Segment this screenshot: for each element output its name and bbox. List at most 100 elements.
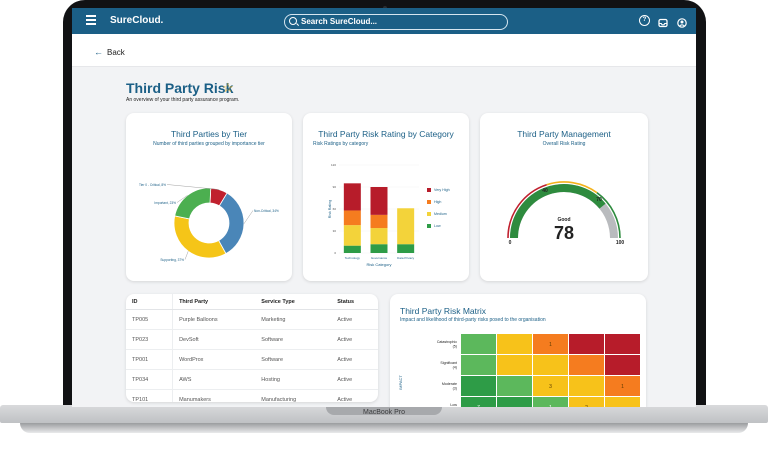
bar-segment[interactable] — [397, 208, 415, 245]
matrix-cell[interactable] — [569, 334, 604, 354]
help-icon[interactable]: ? — [639, 15, 650, 26]
app-screen: SureCloud. Search SureCloud... ? ← Back T… — [72, 8, 696, 407]
donut-slice[interactable] — [218, 192, 245, 255]
matrix-cell[interactable] — [605, 376, 640, 396]
x-tick-label: Technology — [345, 256, 361, 260]
matrix-cell[interactable] — [497, 397, 532, 407]
tier-card: Third Parties by Tier Number of third pa… — [126, 113, 292, 281]
bar-segment[interactable] — [397, 244, 415, 253]
y-tick-label: 60 — [333, 207, 337, 211]
donut-slice-label: Non-Critical, 34% — [254, 209, 279, 213]
inbox-icon[interactable] — [658, 15, 668, 28]
table-cell: Software — [255, 329, 332, 350]
bar-segment[interactable] — [370, 244, 388, 253]
matrix-cell[interactable] — [461, 376, 496, 396]
management-card-title: Third Party Management — [517, 129, 611, 139]
management-card: Third Party Management Overall Risk Rati… — [480, 113, 648, 281]
matrix-cell[interactable] — [533, 376, 568, 396]
gauge-mark-40: 40 — [542, 188, 548, 194]
table-header-cell[interactable]: Status — [331, 294, 378, 310]
y-axis-label: Risk Rating — [328, 200, 332, 218]
device-label: MacBook Pro — [362, 409, 406, 416]
search-icon — [289, 17, 297, 25]
laptop-base-edge — [20, 423, 748, 433]
matrix-cell[interactable] — [569, 397, 604, 407]
matrix-cell[interactable] — [605, 334, 640, 354]
table-cell: DevSoft — [172, 329, 256, 350]
table-row[interactable]: TP034 AWS Hosting Active — [126, 369, 378, 390]
matrix-cell[interactable] — [533, 334, 568, 354]
table-cell: Active — [331, 329, 378, 350]
donut-leader-line — [243, 210, 254, 224]
matrix-row-score: (4) — [453, 366, 457, 370]
table-row[interactable]: TP005 Purple Balloons Marketing Active — [126, 309, 378, 330]
matrix-cell-count: 1 — [549, 342, 552, 348]
legend-label: Medium — [434, 212, 447, 216]
matrix-cell[interactable] — [569, 376, 604, 396]
legend-swatch — [427, 200, 431, 204]
brand-logo[interactable]: SureCloud. — [110, 15, 164, 26]
category-bar-chart: 0 30 60 90 120 Risk Rating Risk Category Techno… — [328, 163, 450, 267]
donut-leader-line — [166, 184, 220, 190]
search-input[interactable]: Search SureCloud... — [284, 14, 508, 30]
user-account-icon[interactable] — [677, 15, 687, 28]
matrix-cell[interactable] — [605, 355, 640, 375]
matrix-cell[interactable] — [497, 334, 532, 354]
matrix-row-score: (3) — [453, 387, 457, 391]
gauge-value-arc — [510, 184, 606, 239]
table-cell: TP101 — [126, 389, 174, 402]
legend-swatch — [427, 212, 431, 216]
matrix-cell[interactable] — [605, 397, 640, 407]
subheader — [72, 34, 696, 67]
page-title: Third Party Risk — [126, 80, 234, 96]
bar-segment[interactable] — [370, 214, 388, 229]
bar-segment[interactable] — [370, 187, 388, 215]
bar-segment[interactable] — [370, 228, 388, 245]
management-card-subtitle: Overall Risk Rating — [542, 141, 586, 147]
back-button[interactable]: ← Back — [94, 47, 125, 57]
page-subtitle: An overview of your third party assuranc… — [126, 97, 240, 103]
matrix-row-name: Low — [450, 403, 457, 407]
bar-segment[interactable] — [343, 210, 361, 226]
table-cell: Hosting — [255, 369, 332, 390]
matrix-row-score: (5) — [453, 345, 457, 349]
matrix-cell-count: 1 — [549, 405, 552, 407]
gauge-label: Good — [557, 217, 570, 223]
table-row[interactable]: TP101 Manumakers Manufacturing Active — [126, 389, 378, 402]
x-axis-label: Risk Category — [366, 262, 391, 267]
table-cell: Active — [331, 349, 378, 370]
table-cell: TP034 — [126, 369, 174, 390]
matrix-cell[interactable] — [461, 397, 496, 407]
favorite-star-icon[interactable]: ☆ — [222, 80, 234, 95]
bar-segment[interactable] — [343, 245, 361, 253]
arrow-left-icon: ← — [94, 47, 103, 57]
matrix-cell[interactable] — [497, 376, 532, 396]
table-header-cell[interactable]: Service Type — [255, 294, 332, 310]
hamburger-menu-icon[interactable] — [86, 15, 96, 27]
table-cell: Software — [255, 349, 332, 370]
table-cell: Purple Balloons — [172, 309, 256, 330]
table-row[interactable]: TP023 DevSoft Software Active — [126, 329, 378, 350]
bar-segment[interactable] — [343, 183, 361, 211]
matrix-cell[interactable] — [569, 355, 604, 375]
donut-leader-line — [184, 251, 189, 260]
legend-label: Low — [434, 224, 441, 228]
donut-slice-label: Tier 0 - Critical, 8% — [139, 183, 166, 187]
legend-swatch — [427, 224, 431, 228]
bar-segment[interactable] — [343, 225, 361, 246]
matrix-cell[interactable] — [461, 355, 496, 375]
matrix-cell[interactable] — [533, 355, 568, 375]
table-cell: TP023 — [126, 329, 174, 350]
matrix-cell[interactable] — [533, 397, 568, 407]
top-bar: SureCloud. Search SureCloud... ? — [72, 8, 696, 34]
table-cell: Active — [331, 389, 378, 402]
matrix-cell[interactable] — [461, 334, 496, 354]
table-header-cell[interactable]: Third Party — [172, 294, 256, 310]
donut-slice[interactable] — [174, 187, 212, 220]
table-row[interactable]: TP001 WordProx Software Active — [126, 349, 378, 370]
matrix-cell[interactable] — [497, 355, 532, 375]
table-header-cell[interactable]: ID — [126, 294, 174, 310]
gauge-band — [596, 192, 621, 239]
donut-slice[interactable] — [173, 215, 227, 259]
risk-matrix-grid: IMPACT Catastrophic(5) Significant(4) Mode… — [398, 334, 640, 407]
